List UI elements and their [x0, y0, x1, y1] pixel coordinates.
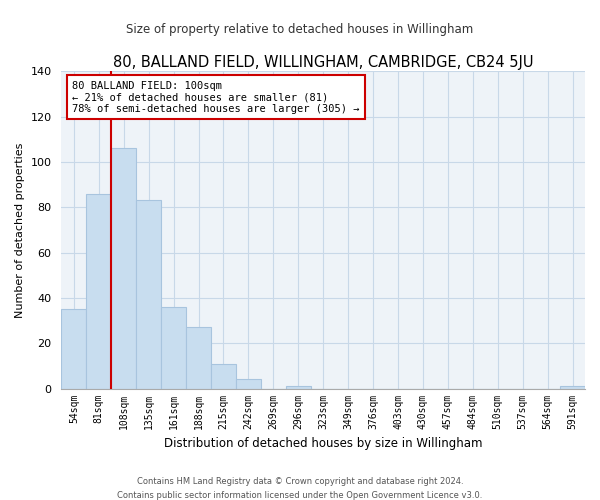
Bar	[86, 194, 111, 388]
Bar	[136, 200, 161, 388]
Bar	[560, 386, 585, 388]
Text: 80 BALLAND FIELD: 100sqm
← 21% of detached houses are smaller (81)
78% of semi-d: 80 BALLAND FIELD: 100sqm ← 21% of detach…	[72, 80, 359, 114]
Bar	[236, 380, 261, 388]
Text: Size of property relative to detached houses in Willingham: Size of property relative to detached ho…	[127, 22, 473, 36]
X-axis label: Distribution of detached houses by size in Willingham: Distribution of detached houses by size …	[164, 437, 482, 450]
Bar	[111, 148, 136, 388]
Bar	[61, 309, 86, 388]
Title: 80, BALLAND FIELD, WILLINGHAM, CAMBRIDGE, CB24 5JU: 80, BALLAND FIELD, WILLINGHAM, CAMBRIDGE…	[113, 55, 533, 70]
Bar	[186, 328, 211, 388]
Y-axis label: Number of detached properties: Number of detached properties	[15, 142, 25, 318]
Bar	[161, 307, 186, 388]
Text: Contains HM Land Registry data © Crown copyright and database right 2024.
Contai: Contains HM Land Registry data © Crown c…	[118, 478, 482, 500]
Bar	[211, 364, 236, 388]
Bar	[286, 386, 311, 388]
